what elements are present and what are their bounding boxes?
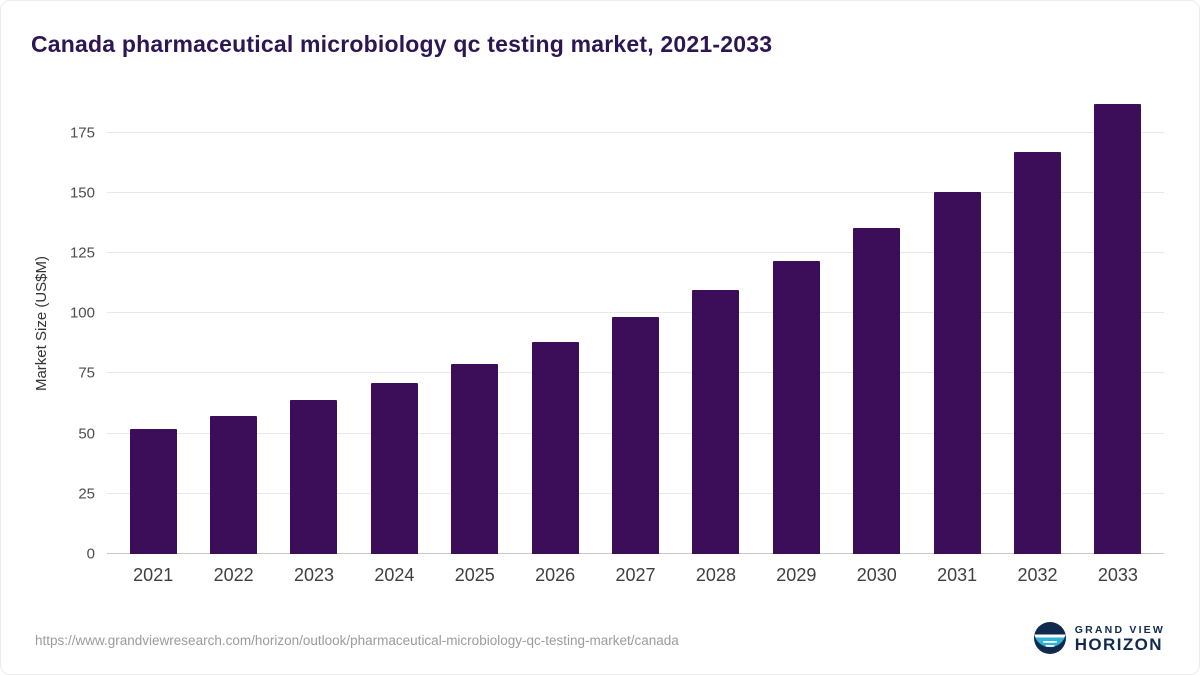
source-url: https://www.grandviewresearch.com/horizo… xyxy=(35,632,679,648)
bar-2027[interactable] xyxy=(612,316,660,554)
x-tick-label-2029: 2029 xyxy=(776,565,817,585)
chart-title: Canada pharmaceutical microbiology qc te… xyxy=(31,31,773,57)
logo-grand-view: GRAND VIEW xyxy=(1074,623,1165,636)
bar-2024[interactable] xyxy=(370,383,418,554)
bar-2033[interactable] xyxy=(1094,103,1142,554)
x-tick-label-2024: 2024 xyxy=(374,565,415,585)
bars-group xyxy=(107,94,1164,554)
gridline xyxy=(107,312,1164,314)
bar-slot xyxy=(193,94,273,554)
x-tick-label-2031: 2031 xyxy=(937,565,978,585)
plot-area: 0 25 50 75 100 125 150 175 xyxy=(70,94,1164,562)
plot-column: 0 25 50 75 100 125 150 175 2021 2022 2023 2024 2025… xyxy=(55,94,1164,586)
y-tick-label: 150 xyxy=(69,184,95,202)
x-axis-labels: 2021 2022 2023 2024 2025 2026 2027 2028 2029 2030… xyxy=(107,565,1164,586)
bar-2023[interactable] xyxy=(290,399,338,554)
x-tick-label-2021: 2021 xyxy=(133,565,174,585)
logo-text: GRAND VIEW HORIZON xyxy=(1074,623,1165,655)
x-tick-label-2028: 2028 xyxy=(695,565,736,585)
bar-2025[interactable] xyxy=(451,363,499,554)
bar-slot xyxy=(435,94,515,554)
bar-2029[interactable] xyxy=(772,261,820,554)
y-tick-label: 100 xyxy=(69,304,95,322)
y-tick-label: 75 xyxy=(78,364,95,382)
x-tick-label-2027: 2027 xyxy=(615,565,656,585)
y-tick-label: 50 xyxy=(78,425,95,443)
horizon-logo-icon xyxy=(1033,621,1066,659)
bar-slot xyxy=(515,94,595,554)
x-tick-label-2033: 2033 xyxy=(1097,565,1138,585)
bar-slot xyxy=(1078,94,1158,554)
bar-slot xyxy=(756,94,836,554)
bar-slot xyxy=(354,94,434,554)
y-tick-label: 175 xyxy=(69,124,95,142)
y-axis-title-text: Market Size (US$M) xyxy=(32,256,50,392)
bar-slot xyxy=(917,94,997,554)
bar-2030[interactable] xyxy=(853,227,901,554)
gridline xyxy=(107,251,1164,253)
y-axis-title: Market Size (US$M) xyxy=(27,94,55,554)
gridline xyxy=(107,191,1164,193)
chart-container: Market Size (US$M) 0 25 50 75 100 125 150 175 2… xyxy=(1,58,1199,586)
bar-slot xyxy=(837,94,917,554)
y-tick-label: 125 xyxy=(69,244,95,262)
bar-slot xyxy=(676,94,756,554)
y-tick-label: 0 xyxy=(86,545,95,563)
x-tick-label-2026: 2026 xyxy=(535,565,576,585)
bar-slot xyxy=(595,94,675,554)
bar-2022[interactable] xyxy=(210,415,258,554)
x-tick-label-2023: 2023 xyxy=(293,565,334,585)
grand-view-horizon-logo: GRAND VIEW HORIZON xyxy=(1033,621,1165,659)
bar-slot xyxy=(997,94,1077,554)
bar-2032[interactable] xyxy=(1013,151,1061,554)
bar-2031[interactable] xyxy=(933,191,981,554)
bar-slot xyxy=(113,94,193,554)
logo-horizon: HORIZON xyxy=(1074,635,1163,655)
x-tick-label-2025: 2025 xyxy=(454,565,495,585)
gridline xyxy=(107,131,1164,133)
bar-2021[interactable] xyxy=(129,428,177,554)
x-tick-label-2030: 2030 xyxy=(856,565,897,585)
bar-2028[interactable] xyxy=(692,290,740,554)
y-tick-label: 25 xyxy=(78,485,95,503)
footer: https://www.grandviewresearch.com/horizo… xyxy=(1,612,1199,674)
bar-slot xyxy=(274,94,354,554)
x-tick-label-2032: 2032 xyxy=(1017,565,1058,585)
x-tick-label-2022: 2022 xyxy=(213,565,254,585)
bar-2026[interactable] xyxy=(531,342,579,554)
